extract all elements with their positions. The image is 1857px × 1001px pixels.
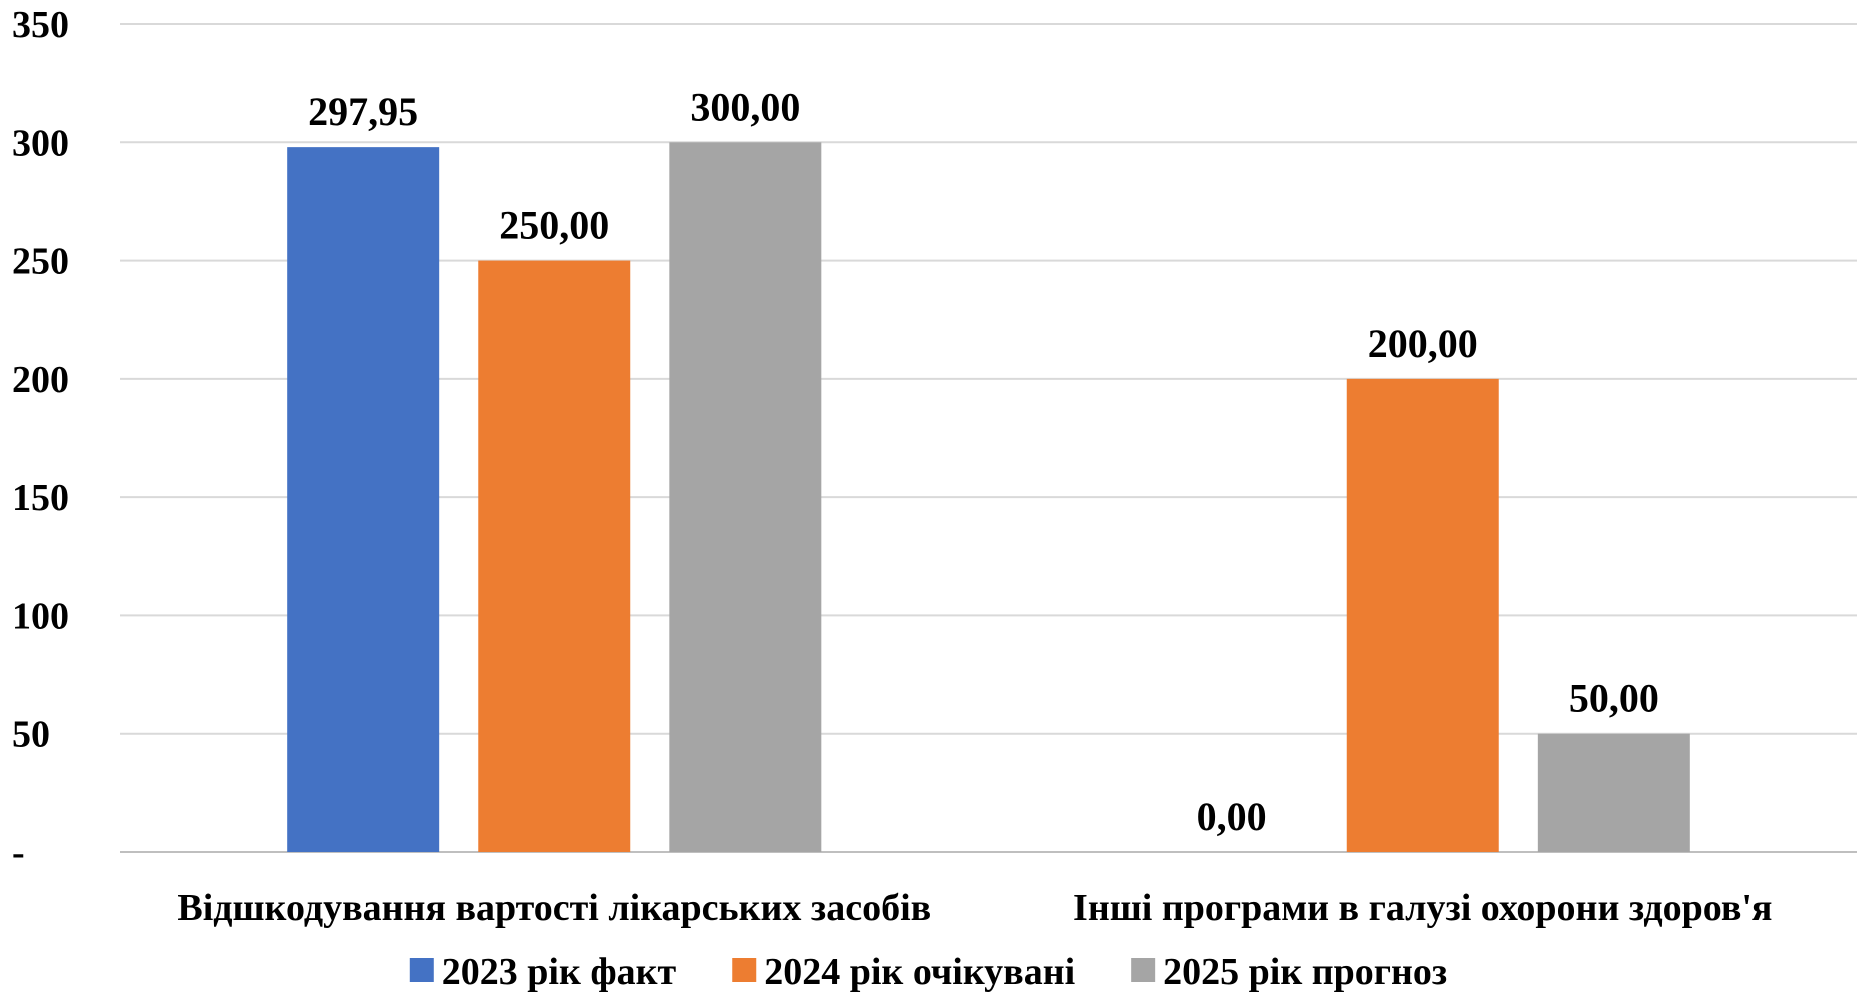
bar: [669, 142, 822, 853]
y-tick-label: 300: [12, 122, 69, 164]
bar: [478, 260, 631, 853]
legend-label: 2023 рік факт: [442, 951, 677, 993]
bar: [1346, 378, 1499, 852]
legend-item: 2025 рік прогноз: [1131, 951, 1447, 993]
data-label: 300,00: [690, 84, 800, 129]
y-axis-ticks: - 50 100 150 200 250 300 350: [12, 4, 69, 874]
bars: [287, 142, 1690, 853]
data-label: 200,00: [1368, 321, 1478, 366]
legend-swatch: [732, 958, 757, 982]
data-label: 297,95: [308, 89, 418, 134]
category-label: Відшкодування вартості лікарських засобі…: [177, 887, 931, 929]
data-labels: 297,95 250,00 300,00 0,00 200,00 50,00: [308, 84, 1659, 839]
data-label: 50,00: [1569, 676, 1659, 721]
x-axis-categories: Відшкодування вартості лікарських засобі…: [177, 887, 1772, 929]
y-tick-label: 350: [12, 4, 69, 46]
data-label: 0,00: [1197, 794, 1267, 839]
y-tick-label: -: [12, 832, 25, 874]
legend-swatch: [409, 958, 434, 982]
bar: [1537, 733, 1690, 852]
y-tick-label: 200: [12, 359, 69, 401]
legend-item: 2024 рік очікувані: [732, 951, 1075, 993]
bar: [287, 147, 440, 852]
legend-label: 2024 рік очікувані: [764, 951, 1075, 993]
data-label: 250,00: [499, 203, 609, 248]
y-tick-label: 50: [12, 714, 50, 756]
y-tick-label: 100: [12, 595, 69, 637]
y-tick-label: 250: [12, 241, 69, 283]
category-label: Інші програми в галузі охорони здоров'я: [1073, 887, 1772, 929]
legend-item: 2023 рік факт: [409, 951, 677, 993]
legend-swatch: [1131, 958, 1156, 982]
legend: 2023 рік факт 2024 рік очікувані 2025 рік …: [409, 951, 1447, 993]
legend-label: 2025 рік прогноз: [1163, 951, 1447, 993]
y-tick-label: 150: [12, 477, 69, 519]
